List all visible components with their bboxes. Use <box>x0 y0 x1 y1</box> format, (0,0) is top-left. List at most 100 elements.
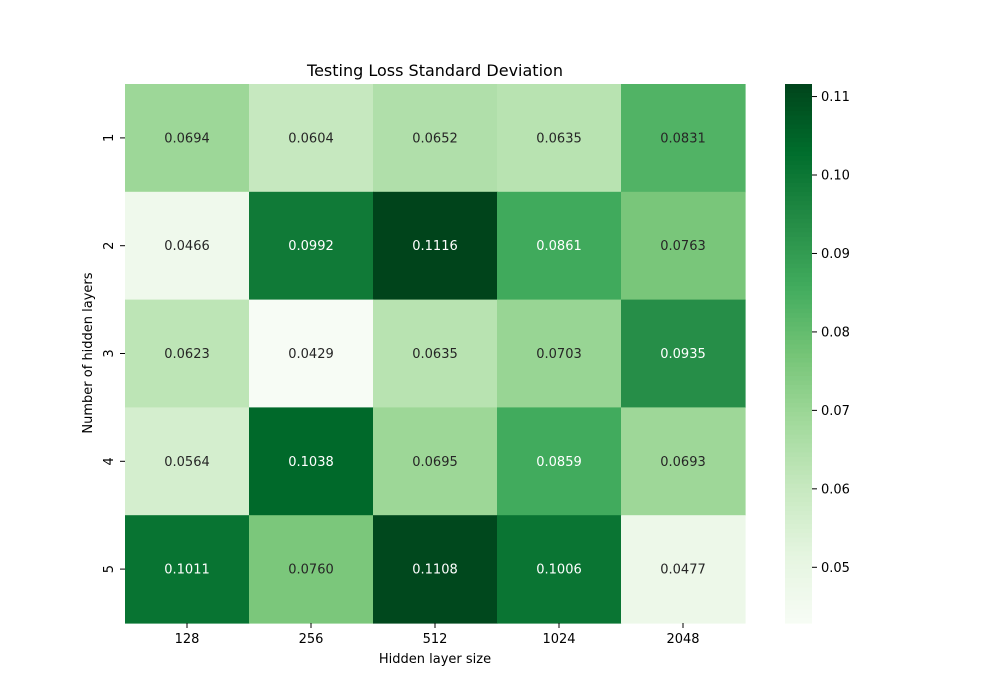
colorbar-segment <box>785 277 812 283</box>
colorbar-segment <box>785 564 812 570</box>
x-tick-label: 512 <box>423 632 448 647</box>
cell-value-label: 0.1038 <box>288 455 334 470</box>
colorbar-segment <box>785 349 812 355</box>
colorbar-segment <box>785 146 812 152</box>
y-tick-label: 1 <box>102 134 117 142</box>
heatmap-cell <box>621 407 746 516</box>
cell-value-label: 0.0694 <box>164 131 210 146</box>
colorbar-segment <box>785 196 812 202</box>
colorbar-segment <box>785 286 812 292</box>
cell-value-label: 0.0859 <box>536 455 582 470</box>
colorbar-segment <box>785 155 812 161</box>
colorbar-segment <box>785 151 812 157</box>
colorbar-segment <box>785 344 812 350</box>
heatmap-cell <box>621 515 746 624</box>
colorbar-segment <box>785 178 812 184</box>
colorbar-segment <box>785 173 812 179</box>
cell-value-label: 0.1116 <box>412 239 458 254</box>
colorbar-segment <box>785 119 812 126</box>
heatmap-cell <box>125 299 250 408</box>
colorbar-segment <box>785 605 812 611</box>
colorbar-segment <box>785 542 812 548</box>
colorbar-segment <box>785 492 812 498</box>
colorbar-segment <box>785 254 812 260</box>
cell-value-label: 0.0466 <box>164 239 210 254</box>
colorbar-segment <box>785 398 812 404</box>
colorbar-segment <box>785 326 812 332</box>
colorbar-tick-label: 0.08 <box>821 325 850 340</box>
cell-value-label: 0.0861 <box>536 239 582 254</box>
colorbar-segment <box>785 164 812 170</box>
colorbar-segment <box>785 322 812 328</box>
heatmap-cells: 0.0694 0.0604 0.0652 0.0635 0.0831 0.0466 0.09… <box>125 84 746 624</box>
colorbar-segment <box>785 447 812 453</box>
colorbar-segment <box>785 465 812 471</box>
colorbar-segment <box>785 411 812 417</box>
heatmap-cell <box>373 191 498 301</box>
cell-value-label: 0.0564 <box>164 455 210 470</box>
cell-value-label: 0.0429 <box>288 347 334 362</box>
heatmap-cell <box>249 191 374 301</box>
colorbar-segment <box>785 420 812 426</box>
colorbar-segment <box>785 596 812 602</box>
colorbar-segment <box>785 582 812 588</box>
colorbar-segment <box>785 241 812 247</box>
colorbar-segment <box>785 335 812 341</box>
colorbar-segment <box>785 497 812 503</box>
colorbar-segment <box>785 308 812 314</box>
colorbar-segment <box>785 519 812 525</box>
cell-value-label: 0.0623 <box>164 347 210 362</box>
colorbar-segment <box>785 578 812 584</box>
x-axis-ticks: 128 256 512 1024 2048 <box>175 623 700 647</box>
colorbar-segment <box>785 587 812 593</box>
colorbar-segment <box>785 357 812 364</box>
cell-value-label: 0.0635 <box>412 347 458 362</box>
colorbar-segment <box>785 214 812 220</box>
colorbar-segment <box>785 133 812 139</box>
colorbar-segment <box>785 591 812 597</box>
colorbar-segment <box>785 295 812 301</box>
cell-value-label: 0.0703 <box>536 347 582 362</box>
colorbar-tick-label: 0.06 <box>821 482 850 497</box>
colorbar-segment <box>785 227 812 233</box>
colorbar-segment <box>785 142 812 148</box>
colorbar-segment <box>785 537 812 543</box>
colorbar-segment <box>785 259 812 265</box>
heatmap-cell <box>125 515 250 624</box>
heatmap-cell <box>497 299 622 408</box>
colorbar-segment <box>785 245 812 251</box>
colorbar-segment <box>785 250 812 256</box>
colorbar-segment <box>785 137 812 143</box>
colorbar-segment <box>785 236 812 242</box>
heatmap-cell <box>249 515 374 624</box>
colorbar-segment <box>785 555 812 561</box>
heatmap-cell <box>125 407 250 516</box>
chart-title: Testing Loss Standard Deviation <box>306 61 563 80</box>
colorbar-segment <box>785 546 812 552</box>
colorbar-segment <box>785 479 812 485</box>
colorbar-segment <box>785 331 812 337</box>
colorbar-segment <box>785 533 812 539</box>
colorbar-segment <box>785 456 812 462</box>
colorbar-tick-label: 0.05 <box>821 561 850 576</box>
x-axis-label: Hidden layer size <box>379 652 491 667</box>
colorbar-segment <box>785 515 812 521</box>
colorbar-segment <box>785 573 812 579</box>
y-tick-label: 3 <box>102 349 117 357</box>
heatmap-cell <box>373 515 498 624</box>
colorbar-segment <box>785 128 812 135</box>
colorbar-segment <box>785 609 812 615</box>
cell-value-label: 0.1006 <box>536 563 582 578</box>
colorbar-segment <box>785 560 812 566</box>
colorbar-segment <box>785 429 812 435</box>
colorbar-segment <box>785 524 812 530</box>
colorbar-segment <box>785 106 812 112</box>
x-tick-label: 2048 <box>666 632 699 647</box>
heatmap-cell <box>497 84 622 193</box>
heatmap-cell <box>373 299 498 408</box>
colorbar-segment <box>785 299 812 305</box>
colorbar-tick-label: 0.09 <box>821 247 850 262</box>
colorbar-segment <box>785 389 812 395</box>
colorbar-segment <box>785 600 812 606</box>
colorbar-segment <box>785 317 812 323</box>
